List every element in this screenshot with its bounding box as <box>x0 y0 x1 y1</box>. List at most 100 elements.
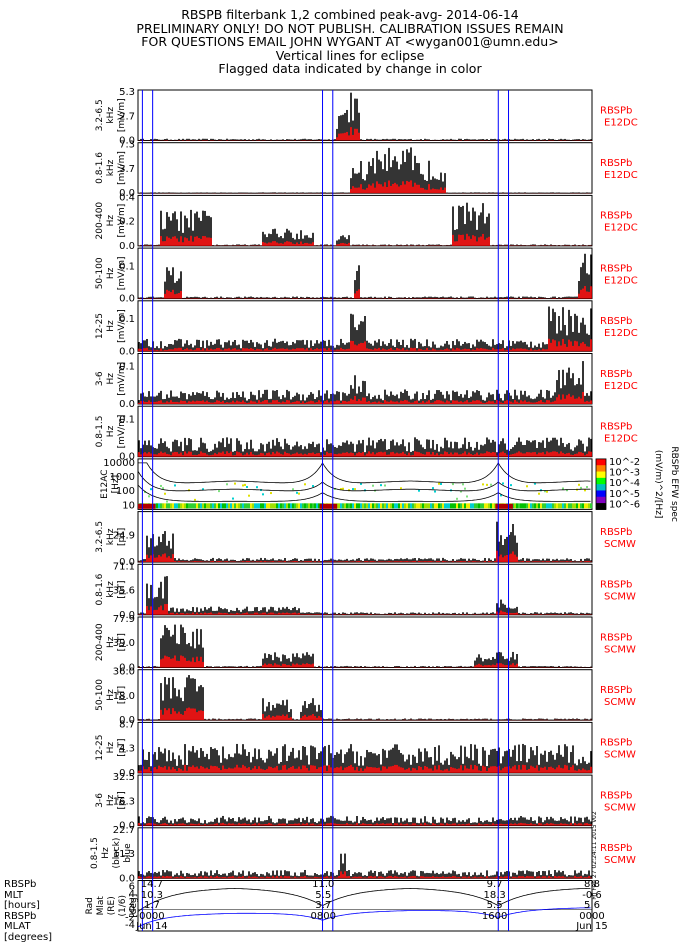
spectrogram-cell <box>194 498 196 501</box>
spectrogram-cell <box>174 503 177 509</box>
header-line-2: PRELIMINARY ONLY! DO NOT PUBLISH. CALIBR… <box>136 20 564 36</box>
spectrogram-cell <box>378 503 381 509</box>
y-tick-label: 0.4 <box>119 192 135 203</box>
y-tick-label: 10000 <box>103 458 135 469</box>
spectrogram-cell <box>246 503 249 509</box>
header-line-3: FOR QUESTIONS EMAIL JOHN WYGANT AT <wyga… <box>141 34 559 49</box>
spectrogram-cell <box>400 487 402 490</box>
spectrogram-cell <box>360 482 362 485</box>
y-tick-label: 39.0 <box>113 638 135 649</box>
spectrogram-cell <box>580 486 582 489</box>
y-axis-label: 12-25 <box>95 313 105 339</box>
spectrogram-cell <box>248 503 251 509</box>
spectrogram-cell <box>358 503 361 509</box>
plot-title: RBSPB filterbank 1,2 combined peak-avg- … <box>181 7 519 22</box>
spectrogram-cell <box>364 503 367 509</box>
spectrogram-cell <box>554 503 557 509</box>
instrument-label: SCMW <box>604 592 636 603</box>
spectrogram-cell <box>272 503 275 509</box>
spectrogram-cell <box>522 503 525 509</box>
spectrogram-cell <box>456 503 459 509</box>
spectrogram-cell <box>432 503 435 509</box>
spectrogram-cell <box>390 503 393 509</box>
spectrogram-cell <box>204 503 207 509</box>
spectrogram-cell <box>184 503 187 509</box>
y-tick-label: 24.9 <box>113 530 135 541</box>
spectrogram-cell <box>424 503 427 509</box>
spectrogram-cell <box>222 503 225 509</box>
spectrogram-cell <box>500 494 502 497</box>
spectrogram-cell <box>528 503 531 509</box>
spectrogram-cell <box>566 489 568 492</box>
spectrogram-cell <box>520 503 523 509</box>
spectrogram-cell <box>352 488 354 491</box>
spectrogram-cell <box>166 500 168 503</box>
spectrogram-cell <box>536 503 539 509</box>
spectrogram-cell <box>534 503 537 509</box>
y-axis-label: kHz <box>106 528 116 545</box>
instrument-label: RBSPb <box>600 263 632 274</box>
spectrogram-cell <box>526 503 529 509</box>
spectrogram-cell <box>552 503 555 509</box>
spectrogram-cell <box>482 483 484 486</box>
y-axis-label: kHz <box>106 107 116 124</box>
instrument-label: RBSPb <box>600 105 632 116</box>
spectrogram-cell <box>486 503 489 509</box>
spectrogram-cell <box>474 503 477 509</box>
spectrogram-cell <box>368 503 371 509</box>
y-tick-label: 0.0 <box>119 610 135 621</box>
spectrogram-cell <box>226 503 229 509</box>
spectrogram-cell <box>172 503 175 509</box>
spectrogram-cell <box>398 503 401 509</box>
y-tick-label: 0.2 <box>119 217 135 228</box>
y-tick-label: 77.9 <box>113 614 135 625</box>
spectrogram-cell <box>418 489 420 492</box>
spectrogram-cell <box>438 503 441 509</box>
spectrogram-cell <box>512 503 515 509</box>
y-axis-label: [pT] <box>117 633 127 651</box>
panel-4 <box>137 247 593 300</box>
spectrogram-cell <box>546 490 548 493</box>
spectrogram-cell <box>495 503 513 509</box>
y-tick-label: 3.7 <box>119 164 135 175</box>
spectrogram-cell <box>238 503 241 509</box>
spectrogram-cell <box>530 503 533 509</box>
spectrogram-cell <box>448 503 451 509</box>
spectrogram-cell <box>444 503 447 509</box>
spectrogram-cell <box>566 503 569 509</box>
spectrogram-cell <box>198 503 201 509</box>
y-axis-label: [Hz] <box>111 475 121 494</box>
instrument-label: E12DC <box>604 117 638 128</box>
spectrogram-cell <box>396 503 399 509</box>
spectrogram-cell <box>366 503 369 509</box>
y-axis-label: 3.2-6.5 <box>95 99 105 131</box>
spectrogram-cell <box>348 489 350 492</box>
spectrogram-cell <box>550 503 553 509</box>
spectrogram-cell <box>436 503 439 509</box>
spectrogram-cell <box>488 503 491 509</box>
spectrogram-cell <box>380 503 383 509</box>
spectrogram-cell <box>580 503 583 509</box>
y-axis-label: Hz <box>106 320 116 332</box>
spectrogram-cell <box>434 490 436 493</box>
spectrogram-cell <box>540 503 543 509</box>
spectrogram-cell <box>174 484 176 487</box>
panel-3 <box>137 194 593 247</box>
spectrogram-cell <box>186 503 189 509</box>
y-tick-label: 0.1 <box>119 314 135 325</box>
y-axis-label: 0.8-1.6 <box>95 573 105 605</box>
spectrogram-cell <box>258 503 261 509</box>
spectrogram-cell <box>446 503 449 509</box>
spectrogram-cell <box>244 503 247 509</box>
spectrogram-cell <box>228 503 231 509</box>
panel-11 <box>137 616 593 668</box>
spectrogram-cell <box>394 503 397 509</box>
spectrogram-cell <box>206 503 209 509</box>
panel-frame <box>137 247 593 300</box>
spectrogram-cell <box>410 503 413 509</box>
panel-7 <box>137 405 593 458</box>
spectrogram-cell <box>454 503 457 509</box>
y-tick-label: 0.1 <box>119 261 135 272</box>
spectrogram-cell <box>234 503 237 509</box>
spectrogram-cell <box>392 503 395 509</box>
